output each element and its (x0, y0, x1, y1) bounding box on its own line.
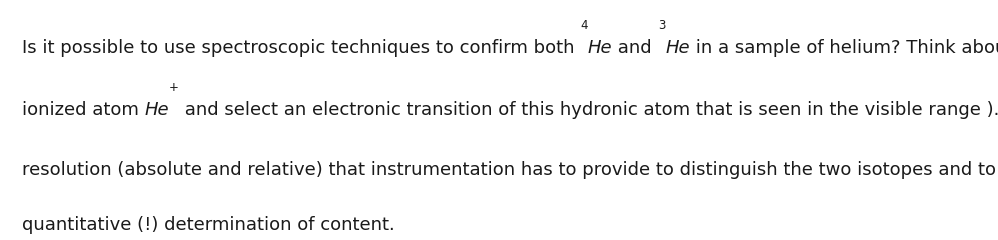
Text: 3: 3 (658, 19, 665, 32)
Text: resolution (absolute and relative) that instrumentation has to provide to distin: resolution (absolute and relative) that … (22, 161, 998, 179)
Text: Is it possible to use spectroscopic techniques to confirm both: Is it possible to use spectroscopic tech… (22, 39, 580, 57)
Text: He: He (145, 101, 170, 119)
Text: quantitative (!) determination of content.: quantitative (!) determination of conten… (22, 216, 394, 234)
Text: and: and (613, 39, 658, 57)
Text: 4: 4 (580, 19, 588, 32)
Text: He: He (665, 39, 690, 57)
Text: +: + (170, 81, 179, 94)
Text: and select an electronic transition of this hydronic atom that is seen in the vi: and select an electronic transition of t… (179, 101, 998, 119)
Text: in a sample of helium? Think about a singly -: in a sample of helium? Think about a sin… (690, 39, 998, 57)
Text: ionized atom: ionized atom (22, 101, 145, 119)
Text: He: He (588, 39, 613, 57)
